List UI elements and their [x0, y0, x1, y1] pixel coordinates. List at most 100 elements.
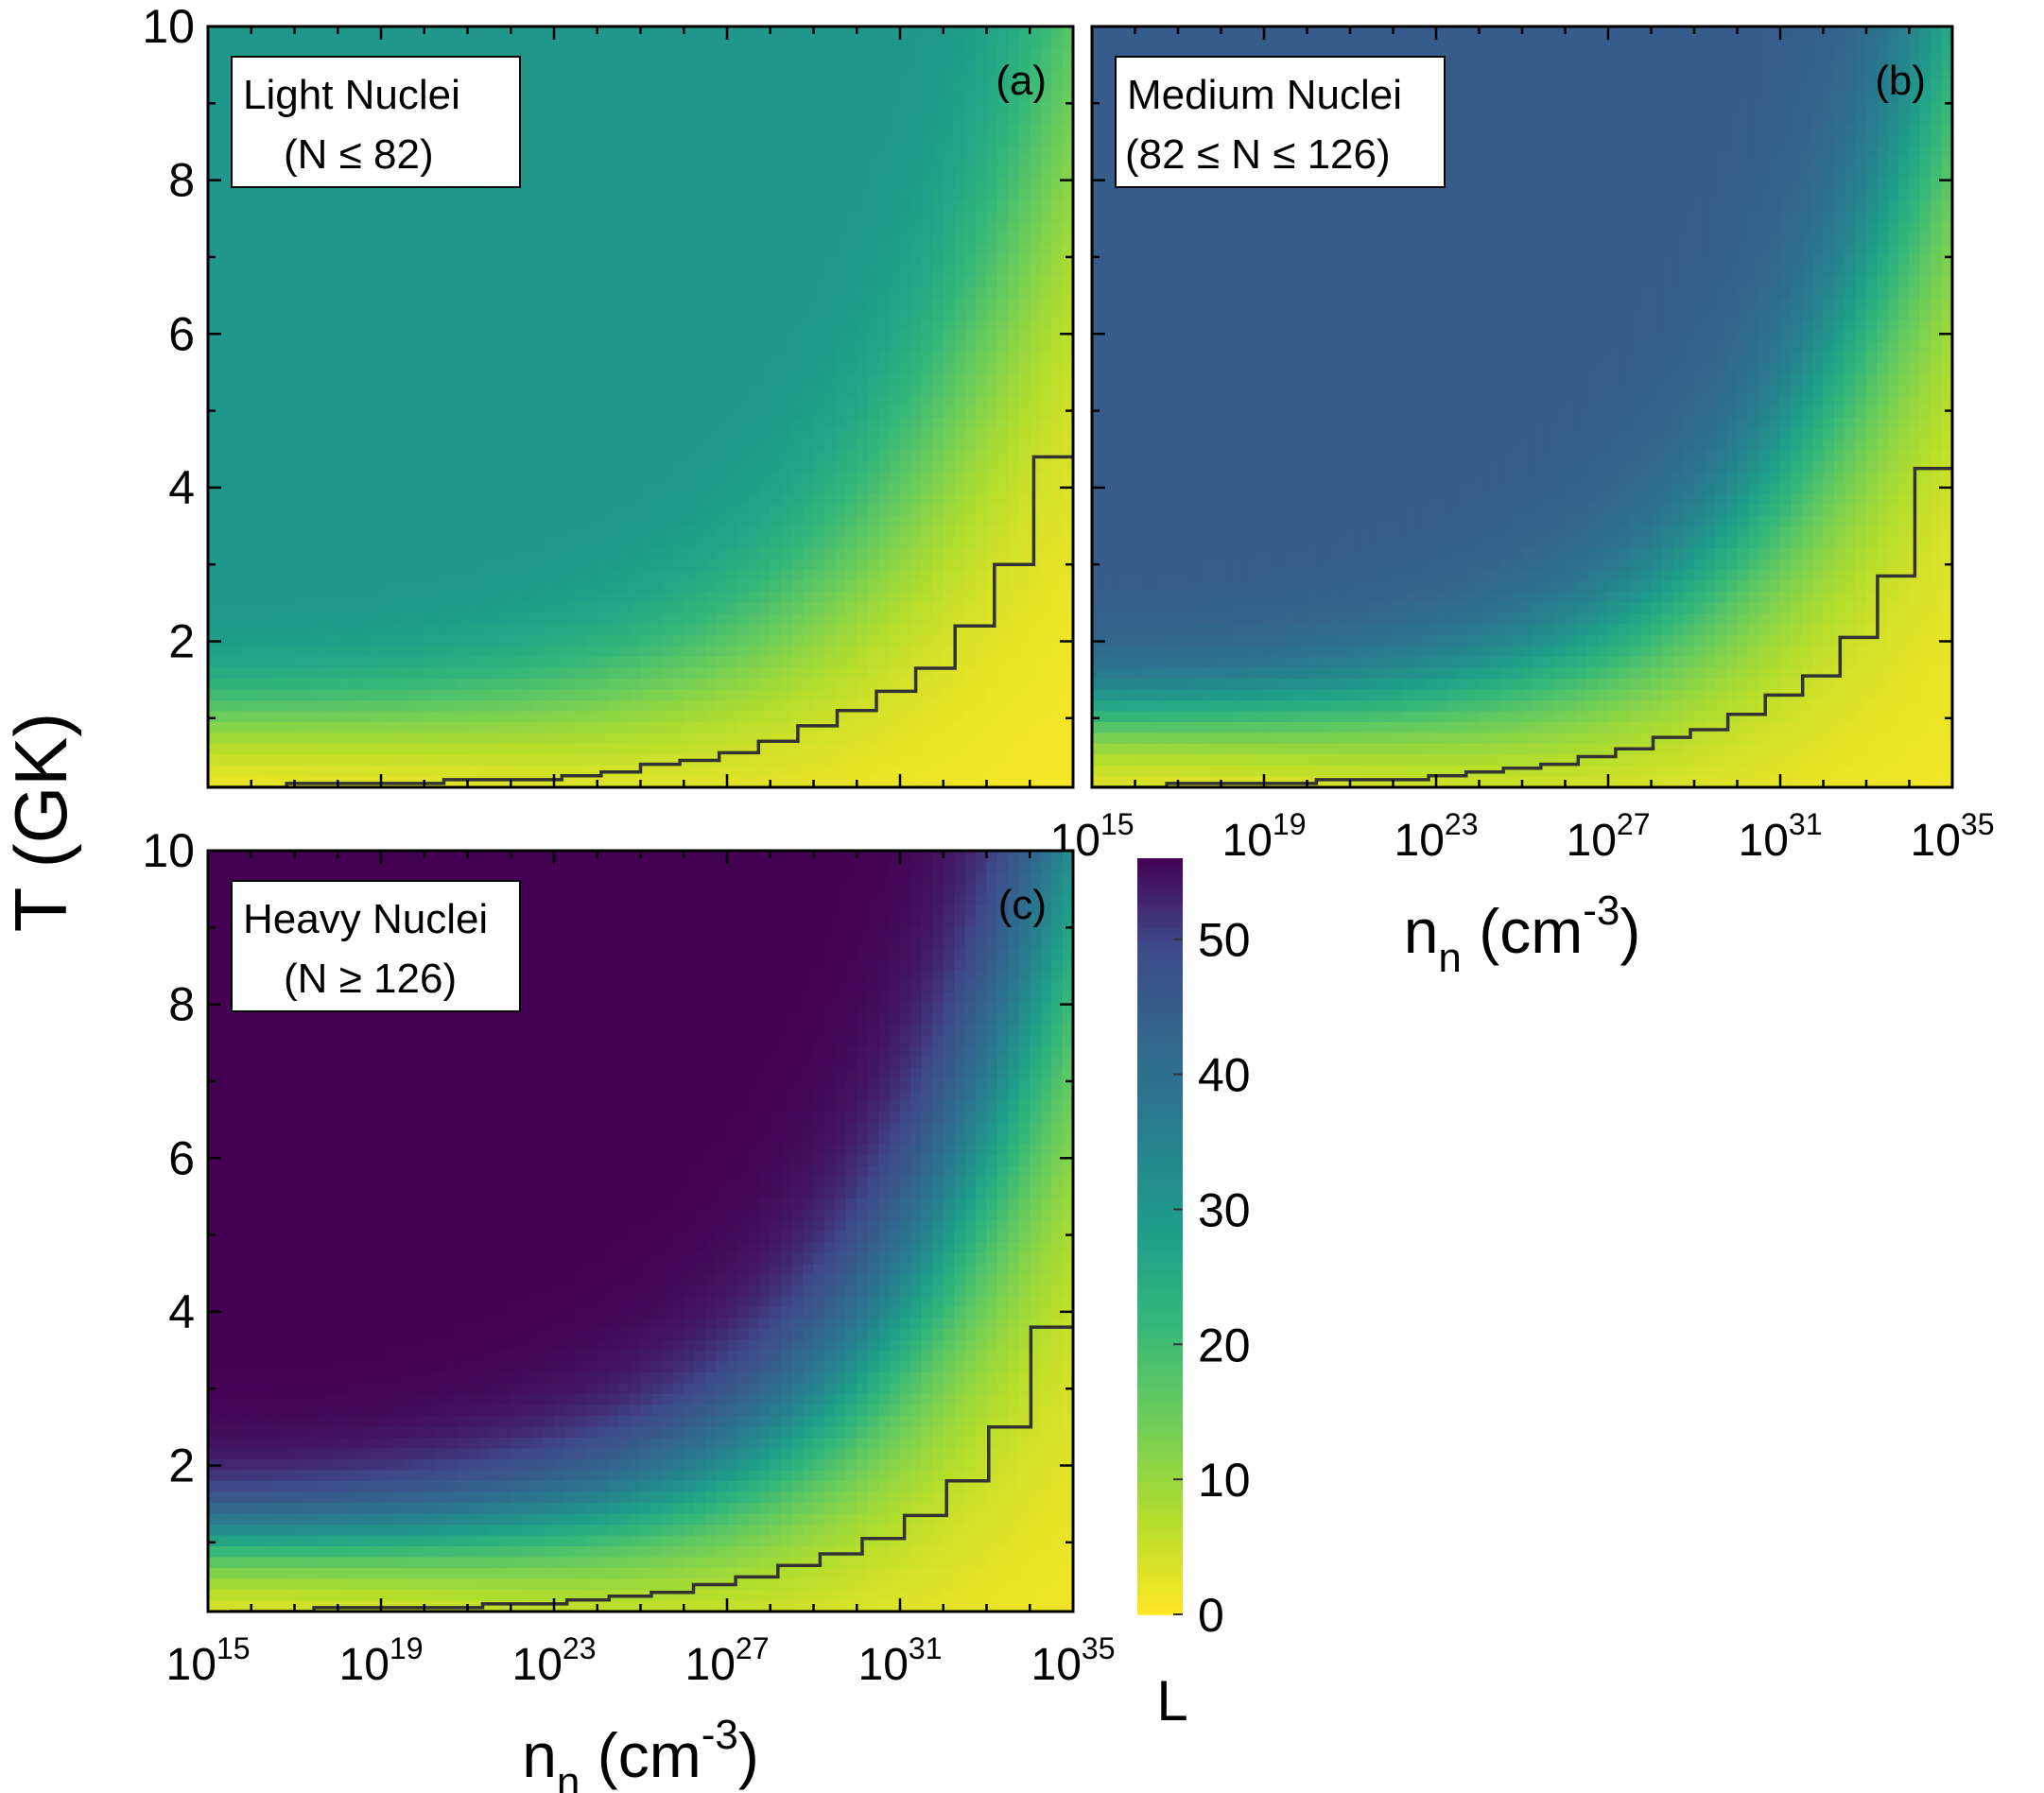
heatmap-cell: [921, 613, 934, 626]
heatmap-cell: [554, 515, 566, 527]
heatmap-cell: [424, 744, 436, 756]
heatmap-cell: [813, 428, 825, 440]
heatmap-cell: [900, 59, 912, 71]
heatmap-cell: [445, 602, 458, 614]
heatmap-cell: [294, 580, 306, 593]
heatmap-cell: [284, 331, 296, 343]
heatmap-cell: [543, 679, 555, 691]
heatmap-cell: [316, 766, 328, 778]
heatmap-cell: [705, 450, 718, 462]
heatmap-cell: [499, 776, 512, 787]
heatmap-cell: [391, 515, 404, 527]
heatmap-cell: [597, 570, 609, 582]
heatmap-cell: [370, 298, 382, 310]
heatmap-cell: [672, 711, 685, 723]
heatmap-cell: [900, 744, 912, 756]
heatmap-cell: [976, 200, 988, 213]
heatmap-cell: [251, 602, 263, 614]
heatmap-cell: [240, 733, 252, 745]
heatmap-cell: [791, 450, 804, 462]
heatmap-cell: [304, 592, 318, 604]
heatmap-cell: [489, 353, 501, 365]
heatmap-cell: [240, 428, 252, 440]
heatmap-cell: [413, 592, 425, 604]
heatmap-cell: [900, 450, 912, 462]
heatmap-cell: [650, 440, 664, 452]
heatmap-cell: [284, 428, 296, 440]
heatmap-cell: [823, 667, 837, 680]
heatmap-cell: [823, 744, 837, 756]
heatmap-cell: [867, 580, 879, 593]
heatmap-cell: [650, 26, 664, 39]
heatmap-cell: [716, 80, 728, 93]
heatmap-cell: [889, 92, 901, 104]
heatmap-cell: [618, 254, 631, 267]
heatmap-cell: [921, 102, 934, 114]
heatmap-cell: [284, 754, 296, 767]
heatmap-cell: [618, 548, 631, 560]
heatmap-cell: [597, 26, 609, 39]
heatmap-cell: [705, 146, 718, 158]
heatmap-cell: [684, 657, 696, 669]
heatmap-cell: [294, 766, 306, 778]
heatmap-cell: [640, 80, 652, 93]
heatmap-cell: [554, 396, 566, 408]
heatmap-cell: [845, 179, 858, 191]
heatmap-cell: [857, 766, 869, 778]
heatmap-cell: [748, 396, 761, 408]
heatmap-cell: [813, 200, 825, 213]
heatmap-cell: [575, 363, 588, 375]
heatmap-cell: [737, 331, 750, 343]
heatmap-cell: [457, 406, 469, 419]
heatmap-cell: [391, 754, 404, 767]
heatmap-cell: [489, 244, 501, 256]
heatmap-cell: [845, 331, 858, 343]
heatmap-cell: [823, 505, 837, 517]
heatmap-cell: [618, 124, 631, 136]
heatmap-cell: [521, 570, 533, 582]
heatmap-cell: [608, 374, 620, 387]
heatmap-cell: [240, 493, 252, 506]
heatmap-cell: [370, 254, 382, 267]
heatmap-cell: [424, 559, 436, 571]
heatmap-cell: [964, 222, 977, 234]
heatmap-cell: [662, 776, 674, 787]
heatmap-cell: [564, 646, 577, 658]
heatmap-cell: [521, 406, 533, 419]
heatmap-cell: [932, 667, 944, 680]
heatmap-cell: [878, 70, 891, 82]
heatmap-cell: [662, 48, 674, 60]
heatmap-cell: [532, 200, 545, 213]
heatmap-cell: [823, 157, 837, 169]
heatmap-cell: [457, 233, 469, 245]
heatmap-cell: [932, 298, 944, 310]
heatmap-cell: [932, 754, 944, 767]
heatmap-cell: [650, 602, 664, 614]
heatmap-cell: [262, 309, 274, 321]
heatmap-cell: [554, 276, 566, 288]
heatmap-cell: [564, 570, 577, 582]
heatmap-cell: [727, 113, 739, 126]
heatmap-cell: [272, 374, 285, 387]
heatmap-cell: [413, 602, 425, 614]
heatmap-cell: [521, 92, 533, 104]
heatmap-cell: [499, 733, 512, 745]
heatmap-cell: [208, 244, 220, 256]
heatmap-cell: [457, 428, 469, 440]
heatmap-cell: [326, 722, 339, 734]
heatmap-cell: [857, 179, 869, 191]
heatmap-cell: [316, 298, 328, 310]
heatmap-cell: [630, 657, 642, 669]
heatmap-cell: [748, 385, 761, 397]
heatmap-cell: [878, 80, 891, 93]
heatmap-cell: [489, 613, 501, 626]
heatmap-cell: [694, 493, 706, 506]
heatmap-cell: [304, 754, 318, 767]
heatmap-cell: [618, 276, 631, 288]
heatmap-cell: [964, 461, 977, 474]
heatmap-cell: [381, 428, 393, 440]
heatmap-cell: [662, 418, 674, 430]
heatmap-cell: [943, 211, 955, 223]
heatmap-cell: [662, 505, 674, 517]
heatmap-cell: [813, 309, 825, 321]
